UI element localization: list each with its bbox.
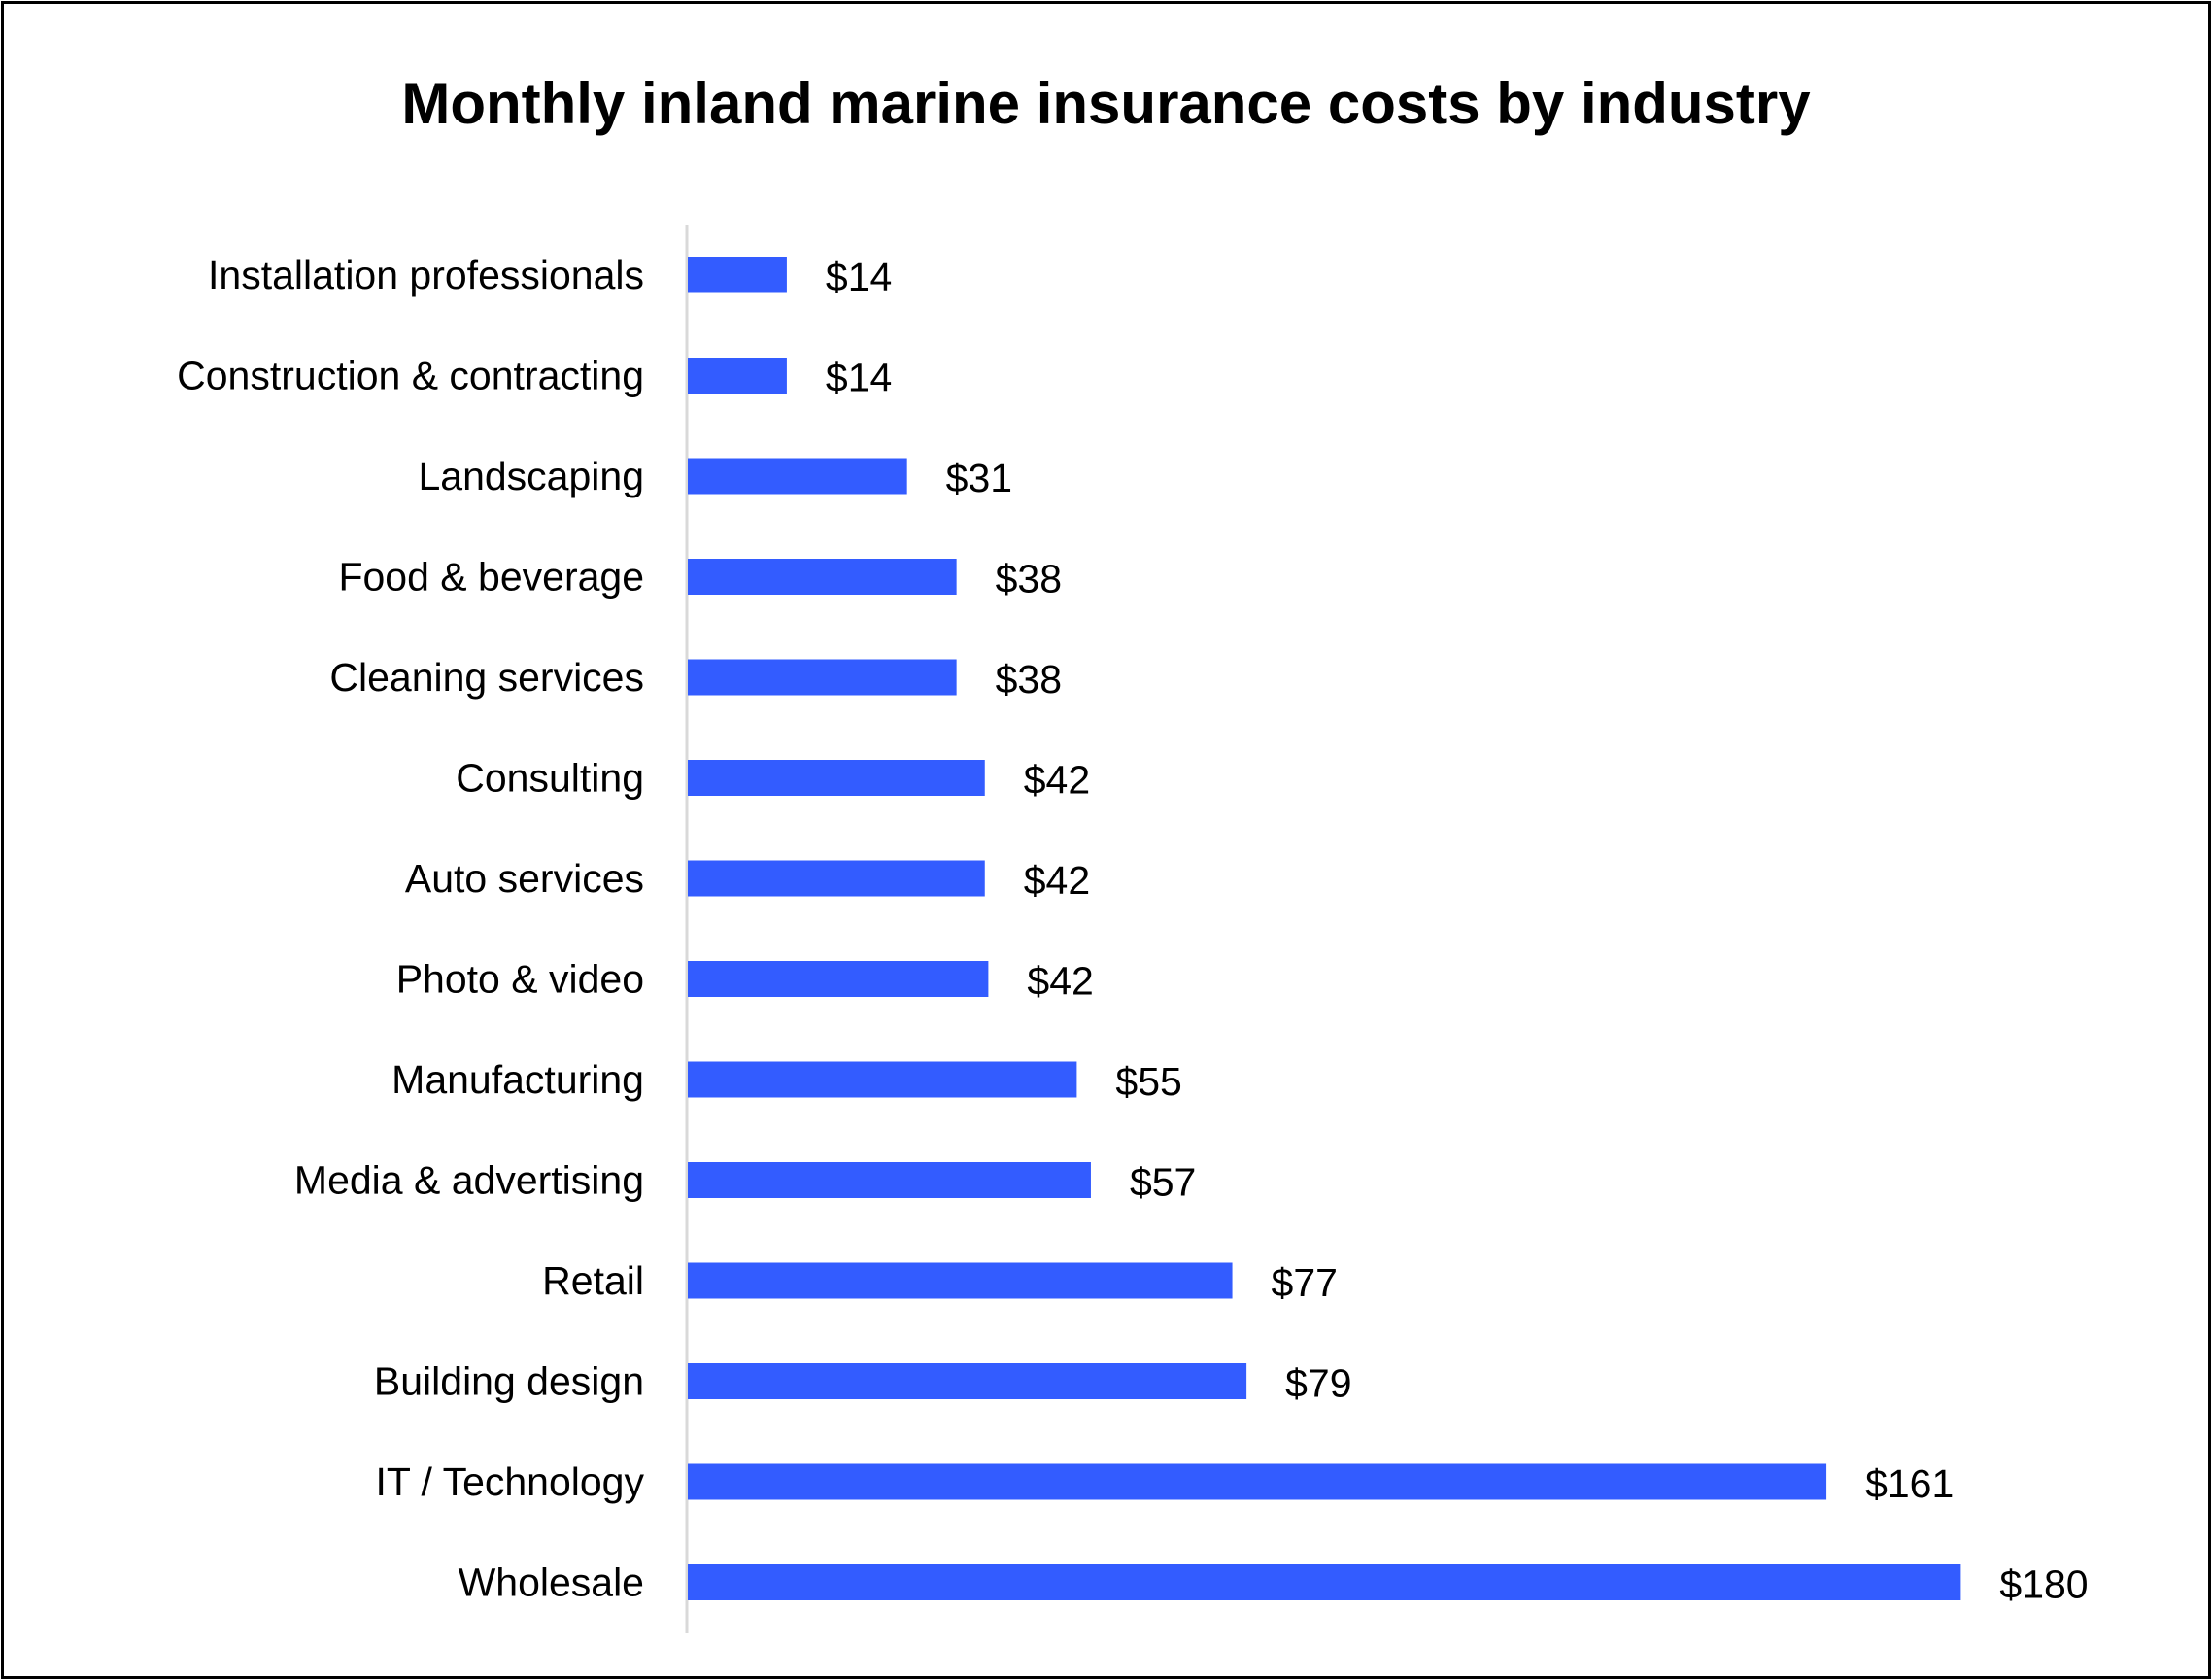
- bar: [688, 358, 787, 394]
- bar: [688, 257, 787, 293]
- category-label: Media & advertising: [294, 1158, 644, 1203]
- data-label: $161: [1865, 1461, 1954, 1506]
- category-label: Wholesale: [459, 1560, 644, 1605]
- category-label: Construction & contracting: [177, 354, 644, 398]
- chart-title: Monthly inland marine insurance costs by…: [401, 71, 1811, 136]
- data-label: $79: [1285, 1361, 1351, 1406]
- bar: [688, 1061, 1077, 1098]
- bar: [688, 1363, 1247, 1399]
- data-label: $180: [1999, 1562, 2088, 1607]
- category-label: Cleaning services: [329, 655, 644, 700]
- data-label: $31: [946, 456, 1012, 500]
- bar: [688, 1162, 1091, 1198]
- bar: [688, 961, 989, 997]
- category-label: Landscaping: [418, 454, 644, 498]
- bar: [688, 1262, 1233, 1299]
- data-label: $38: [996, 557, 1062, 601]
- data-label: $14: [826, 255, 892, 299]
- category-label: Consulting: [456, 756, 644, 801]
- data-label: $77: [1272, 1260, 1338, 1305]
- data-label: $42: [1024, 758, 1090, 803]
- category-label: Installation professionals: [208, 253, 644, 297]
- bar: [688, 1564, 1961, 1600]
- bar: [688, 860, 985, 897]
- bar: [688, 559, 957, 595]
- category-label: Building design: [374, 1359, 644, 1404]
- category-label: Photo & video: [396, 957, 644, 1002]
- bar: [688, 760, 985, 796]
- bar: [688, 458, 907, 495]
- category-label: Retail: [542, 1258, 644, 1303]
- bar: [688, 659, 957, 696]
- category-label: IT / Technology: [375, 1459, 644, 1504]
- bar: [688, 1463, 1827, 1500]
- data-label: $38: [996, 657, 1062, 702]
- data-label: $42: [1027, 959, 1093, 1004]
- data-label: $55: [1115, 1059, 1181, 1104]
- data-label: $57: [1130, 1160, 1196, 1205]
- category-label: Food & beverage: [338, 555, 644, 600]
- category-label: Manufacturing: [391, 1057, 644, 1102]
- category-label: Auto services: [405, 856, 644, 901]
- data-label: $14: [826, 356, 892, 400]
- data-label: $42: [1024, 858, 1090, 903]
